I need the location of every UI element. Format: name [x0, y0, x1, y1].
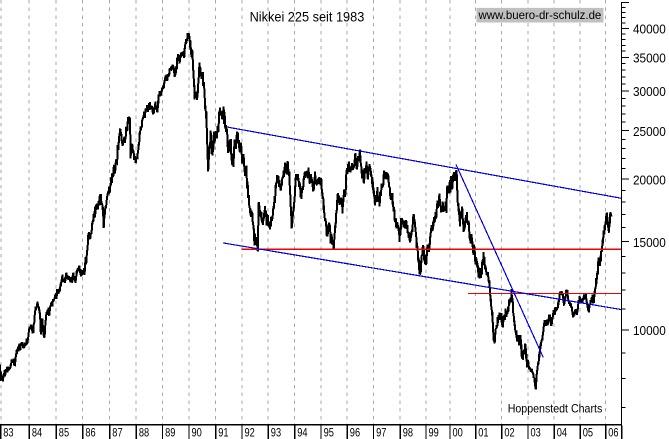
svg-text:35000: 35000 — [633, 52, 666, 66]
svg-text:03: 03 — [531, 426, 542, 439]
svg-text:25000: 25000 — [633, 125, 666, 139]
svg-text:97: 97 — [376, 426, 387, 439]
svg-text:02: 02 — [504, 426, 515, 439]
svg-text:40000: 40000 — [633, 23, 666, 37]
svg-text:06: 06 — [608, 426, 619, 439]
svg-text:04: 04 — [557, 426, 568, 439]
svg-text:98: 98 — [403, 426, 414, 439]
svg-text:85: 85 — [59, 426, 70, 439]
svg-text:99: 99 — [429, 426, 440, 439]
svg-text:88: 88 — [139, 426, 150, 439]
svg-text:00: 00 — [453, 426, 464, 439]
svg-text:15000: 15000 — [633, 236, 666, 250]
svg-text:01: 01 — [478, 426, 489, 439]
svg-text:92: 92 — [245, 426, 256, 439]
svg-text:84: 84 — [32, 426, 43, 439]
svg-text:89: 89 — [165, 426, 176, 439]
svg-text:Hoppenstedt Charts: Hoppenstedt Charts — [508, 401, 603, 415]
svg-text:93: 93 — [271, 426, 282, 439]
svg-text:Nikkei 225 seit 1983: Nikkei 225 seit 1983 — [250, 8, 365, 24]
svg-text:87: 87 — [112, 426, 123, 439]
svg-text:96: 96 — [350, 426, 361, 439]
svg-text:94: 94 — [297, 426, 308, 439]
svg-text:30000: 30000 — [633, 85, 666, 99]
svg-text:20000: 20000 — [633, 173, 666, 187]
svg-text:95: 95 — [324, 426, 335, 439]
svg-text:www.buero-dr-schulz.de: www.buero-dr-schulz.de — [478, 8, 602, 22]
svg-text:91: 91 — [218, 426, 229, 439]
svg-text:10000: 10000 — [633, 324, 666, 338]
svg-text:90: 90 — [192, 426, 203, 439]
svg-text:83: 83 — [3, 426, 14, 439]
svg-text:05: 05 — [583, 426, 594, 439]
svg-text:86: 86 — [85, 426, 96, 439]
